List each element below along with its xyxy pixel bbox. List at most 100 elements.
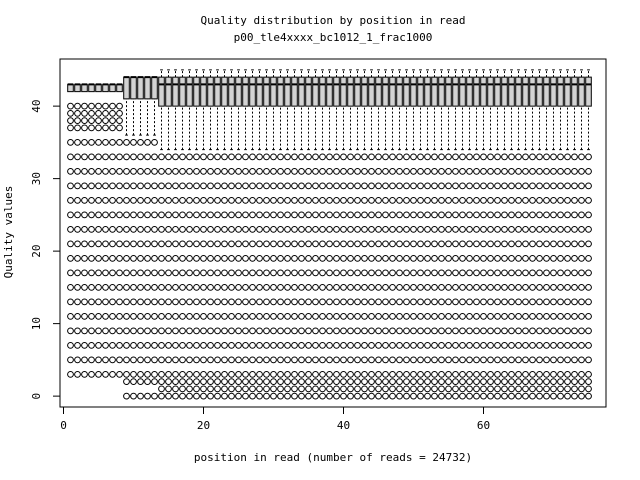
outlier-point	[543, 167, 550, 175]
outlier-point	[333, 370, 340, 378]
outlier-point	[263, 385, 270, 393]
outlier-point	[375, 196, 382, 204]
outlier-point	[375, 385, 382, 393]
outlier-point	[354, 269, 361, 277]
outlier-point	[319, 153, 326, 161]
outlier-point	[487, 196, 494, 204]
outlier-point	[81, 356, 88, 364]
outlier-point	[445, 269, 452, 277]
outlier-point	[522, 211, 529, 219]
outlier-point	[270, 225, 277, 233]
outlier-point	[382, 254, 389, 262]
outlier-point	[375, 298, 382, 306]
outlier-point	[207, 240, 214, 248]
outlier-point	[193, 370, 200, 378]
outlier-point	[109, 117, 116, 125]
position-54-boxplot	[438, 69, 445, 400]
outlier-point	[466, 385, 473, 393]
outlier-point	[417, 378, 424, 386]
outlier-point	[424, 378, 431, 386]
outlier-point	[221, 356, 228, 364]
outlier-point	[571, 298, 578, 306]
iqr-box	[256, 76, 263, 107]
outlier-point	[368, 211, 375, 219]
outlier-point	[130, 312, 137, 320]
outlier-point	[347, 378, 354, 386]
outlier-point	[67, 298, 74, 306]
outlier-point	[431, 225, 438, 233]
outlier-point	[522, 283, 529, 291]
outlier-point	[67, 117, 74, 125]
outlier-point	[445, 225, 452, 233]
outlier-point	[508, 370, 515, 378]
outlier-point	[151, 225, 158, 233]
outlier-point	[130, 240, 137, 248]
outlier-point	[305, 392, 312, 400]
outlier-point	[88, 211, 95, 219]
outlier-point	[375, 153, 382, 161]
outlier-point	[214, 356, 221, 364]
outlier-point	[550, 341, 557, 349]
outlier-point	[340, 298, 347, 306]
outlier-point	[144, 283, 151, 291]
outlier-point	[515, 298, 522, 306]
outlier-point	[571, 392, 578, 400]
outlier-point	[319, 196, 326, 204]
outlier-point	[116, 225, 123, 233]
position-73-boxplot	[571, 69, 578, 400]
outlier-point	[305, 225, 312, 233]
outlier-point	[186, 312, 193, 320]
outlier-point	[137, 356, 144, 364]
outlier-point	[151, 298, 158, 306]
outlier-point	[109, 327, 116, 335]
iqr-box	[305, 76, 312, 107]
outlier-point	[123, 370, 130, 378]
outlier-point	[74, 312, 81, 320]
outlier-point	[508, 385, 515, 393]
outlier-point	[249, 356, 256, 364]
outlier-point	[277, 182, 284, 190]
outlier-point	[382, 269, 389, 277]
outlier-point	[487, 370, 494, 378]
outlier-point	[319, 312, 326, 320]
outlier-point	[424, 341, 431, 349]
outlier-point	[298, 283, 305, 291]
outlier-point	[550, 196, 557, 204]
outlier-point	[284, 327, 291, 335]
outlier-point	[186, 327, 193, 335]
outlier-point	[165, 240, 172, 248]
outlier-point	[102, 283, 109, 291]
outlier-point	[130, 298, 137, 306]
outlier-point	[165, 269, 172, 277]
outlier-point	[298, 356, 305, 364]
outlier-point	[214, 327, 221, 335]
outlier-point	[256, 385, 263, 393]
outlier-point	[249, 370, 256, 378]
outlier-point	[333, 385, 340, 393]
outlier-point	[571, 196, 578, 204]
outlier-point	[389, 211, 396, 219]
outlier-point	[550, 392, 557, 400]
outlier-point	[312, 269, 319, 277]
position-41-boxplot	[347, 69, 354, 400]
outlier-point	[165, 385, 172, 393]
outlier-point	[480, 370, 487, 378]
outlier-point	[200, 196, 207, 204]
outlier-point	[284, 225, 291, 233]
outlier-point	[312, 385, 319, 393]
outlier-point	[347, 356, 354, 364]
outlier-point	[354, 327, 361, 335]
outlier-point	[291, 211, 298, 219]
outlier-point	[291, 283, 298, 291]
outlier-point	[151, 254, 158, 262]
outlier-point	[543, 356, 550, 364]
outlier-point	[375, 356, 382, 364]
outlier-point	[144, 138, 151, 146]
outlier-point	[193, 298, 200, 306]
outlier-point	[473, 327, 480, 335]
outlier-point	[347, 298, 354, 306]
outlier-point	[137, 153, 144, 161]
outlier-point	[207, 392, 214, 400]
plot-area	[67, 69, 592, 400]
